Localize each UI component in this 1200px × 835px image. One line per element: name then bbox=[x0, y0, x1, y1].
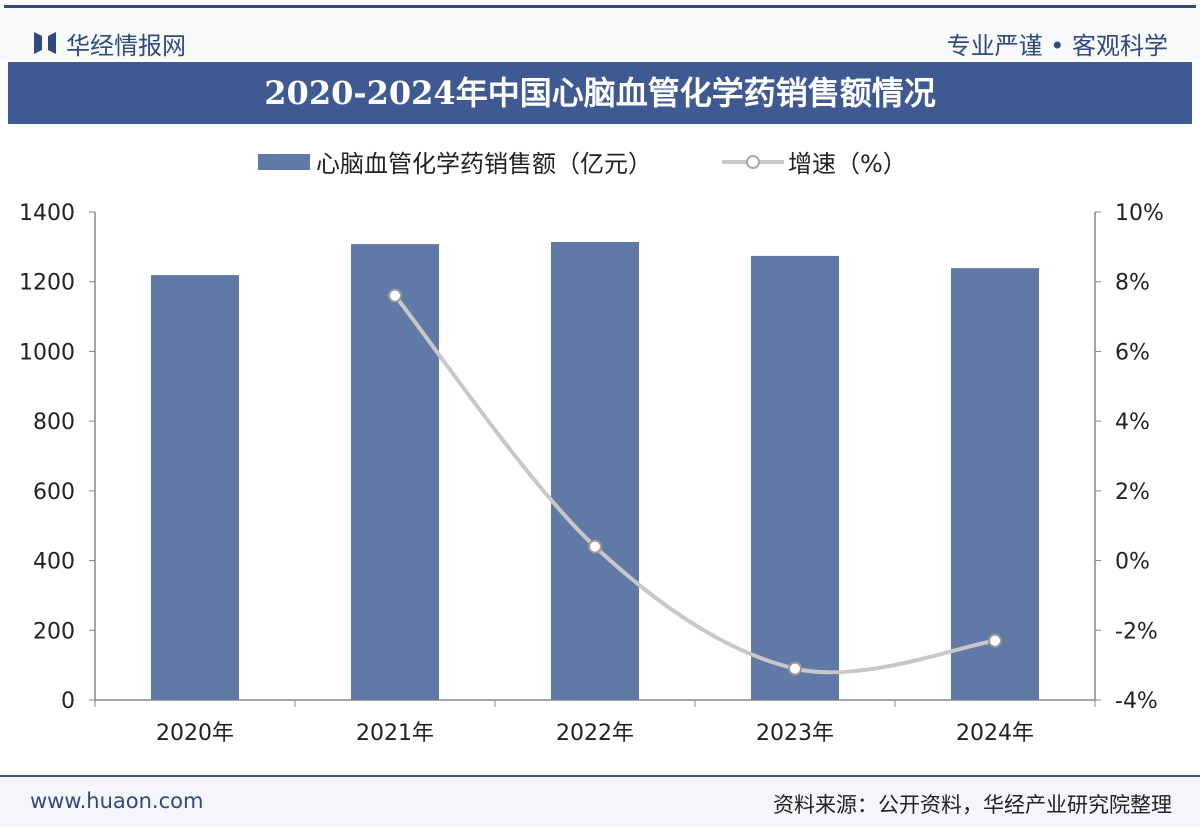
y-left-tick-label: 0 bbox=[61, 689, 75, 714]
legend-line-swatch bbox=[722, 154, 784, 169]
footer: www.huaon.com 资料来源：公开资料，华经产业研究院整理 bbox=[0, 775, 1200, 827]
x-tick-label: 2022年 bbox=[556, 721, 634, 746]
y-right-tick-label: -4% bbox=[1115, 689, 1158, 714]
growth-point bbox=[988, 633, 1002, 648]
y-right-tick-label: -2% bbox=[1115, 619, 1158, 644]
bar bbox=[751, 255, 839, 701]
source-note: 资料来源：公开资料，华经产业研究院整理 bbox=[773, 793, 1172, 817]
slogan: 专业严谨 • 客观科学 bbox=[946, 32, 1168, 60]
y-left-tick-label: 800 bbox=[33, 410, 75, 435]
header: 华经情报网 专业严谨 • 客观科学 bbox=[0, 8, 1200, 60]
growth-point bbox=[588, 539, 602, 554]
brand-name: 华经情报网 bbox=[66, 32, 186, 60]
x-tick-label: 2021年 bbox=[356, 721, 434, 746]
y-left-tick-label: 1000 bbox=[19, 340, 75, 365]
y-left-tick-label: 600 bbox=[33, 480, 75, 505]
x-tick-label: 2023年 bbox=[756, 721, 834, 746]
legend-bar-label: 心脑血管化学药销售额（亿元） bbox=[316, 150, 652, 178]
bar bbox=[551, 241, 639, 700]
x-tick-label: 2024年 bbox=[956, 721, 1034, 746]
chart-title: 2020-2024年中国心脑血管化学药销售额情况 bbox=[8, 62, 1192, 124]
chart-canvas: 0 200 400 600 800 1000 1200 1400 -4% -2% 0% 2% 4% 6% 8… bbox=[19, 201, 1164, 746]
bar bbox=[951, 268, 1039, 700]
y-left-tick-label: 400 bbox=[33, 550, 75, 575]
growth-point bbox=[388, 288, 402, 303]
logo-icon bbox=[34, 32, 56, 54]
bar bbox=[151, 275, 239, 700]
legend-bar-swatch bbox=[258, 153, 310, 170]
y-right-tick-label: 8% bbox=[1115, 271, 1150, 296]
top-rule bbox=[4, 5, 1196, 8]
y-right-tick-label: 4% bbox=[1115, 410, 1150, 435]
growth-point bbox=[788, 661, 802, 676]
bar bbox=[351, 244, 439, 700]
y-left-tick-label: 1200 bbox=[19, 271, 75, 296]
y-right-tick-label: 0% bbox=[1115, 550, 1150, 575]
y-left-tick-label: 200 bbox=[33, 619, 75, 644]
growth-line bbox=[393, 294, 996, 675]
y-right-tick-label: 6% bbox=[1115, 340, 1150, 365]
legend: 心脑血管化学药销售额（亿元） 增速（%） bbox=[258, 144, 907, 179]
y-right-tick-label: 10% bbox=[1115, 201, 1164, 226]
y-right-tick-label: 2% bbox=[1115, 480, 1150, 505]
x-tick-label: 2020年 bbox=[156, 721, 234, 746]
legend-line-label: 增速（%） bbox=[788, 150, 907, 178]
footer-url[interactable]: www.huaon.com bbox=[30, 789, 204, 813]
y-left-tick-label: 1400 bbox=[19, 201, 75, 226]
